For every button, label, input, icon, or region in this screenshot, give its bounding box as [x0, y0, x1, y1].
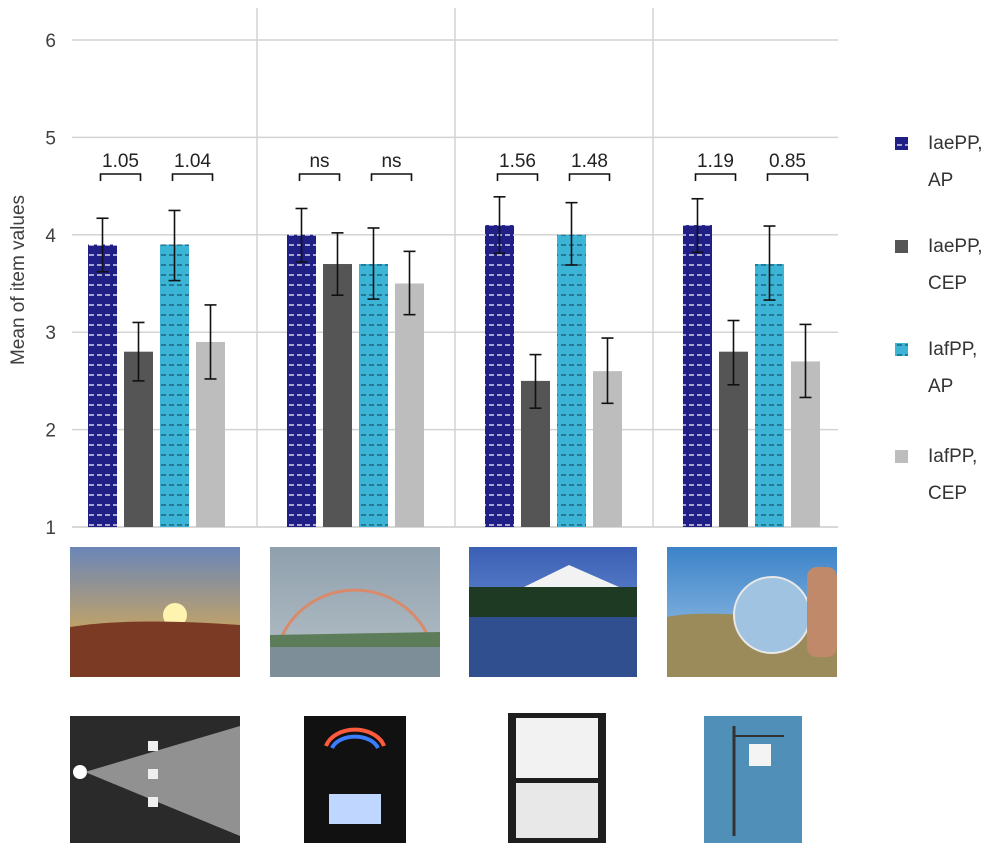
legend-swatch: [895, 450, 908, 463]
bar: [359, 264, 388, 527]
y-tick-label: 4: [45, 226, 56, 247]
bar: [485, 225, 514, 527]
legend-label: AP: [928, 376, 953, 397]
photo-panels: [70, 547, 837, 843]
comparison-bracket: [298, 173, 341, 181]
comparison-bracket: [694, 173, 737, 181]
bar: [160, 244, 189, 528]
plot-area: 1 2 3 4 5 6 1.05 1.04 ns ns 1.56 1.48 1.19 0.85: [45, 8, 838, 539]
legend-label: IaePP,: [928, 236, 983, 257]
comparison-label: 0.85: [769, 151, 806, 172]
y-axis-label: Mean of item values: [8, 195, 29, 365]
comparison-label: 1.56: [499, 151, 536, 172]
y-tick-label: 6: [45, 31, 56, 52]
bar: [287, 234, 316, 528]
bar: [323, 264, 352, 527]
y-tick-label: 3: [45, 323, 56, 344]
legend-swatch: [895, 343, 908, 356]
light-beams-photo: [70, 716, 240, 843]
glass-ball-photo: [667, 547, 837, 677]
legend-label: AP: [928, 170, 953, 191]
sunset-photo: [70, 547, 240, 677]
bar: [395, 283, 424, 527]
comparison-label: 1.04: [174, 151, 211, 172]
comparison-bracket: [766, 173, 809, 181]
legend-label: CEP: [928, 273, 967, 294]
bar: [557, 234, 586, 528]
y-tick-label: 5: [45, 128, 56, 149]
y-tick-label: 1: [45, 518, 56, 539]
legend-swatch: [895, 240, 908, 253]
comparison-label: 1.48: [571, 151, 608, 172]
rainbow-photo: [270, 547, 440, 677]
comparison-bracket: [171, 173, 214, 181]
comparison-bracket: [568, 173, 611, 181]
comparison-label: ns: [381, 151, 401, 172]
comparison-bracket: [370, 173, 413, 181]
letter-f-mirror-photo: [508, 713, 606, 843]
bar: [683, 225, 712, 527]
comparison-label: ns: [309, 151, 329, 172]
y-tick-label: 2: [45, 421, 56, 442]
comparison-label: 1.05: [102, 151, 139, 172]
comparison-bracket: [496, 173, 539, 181]
legend: IaePP, AP IaePP, CEP IafPP, AP IafPP, CEP: [895, 133, 983, 504]
legend-label: IaePP,: [928, 133, 983, 154]
prism-rainbow-photo: [304, 716, 406, 843]
lab-stand-photo: [704, 716, 802, 843]
legend-label: CEP: [928, 483, 967, 504]
comparison-label: 1.19: [697, 151, 734, 172]
legend-label: IafPP,: [928, 339, 977, 360]
bar: [88, 244, 117, 528]
legend-label: IafPP,: [928, 446, 977, 467]
legend-swatch: [895, 137, 908, 150]
bar: [755, 264, 784, 527]
mountain-lake-photo: [469, 547, 637, 677]
comparison-bracket: [99, 173, 142, 181]
